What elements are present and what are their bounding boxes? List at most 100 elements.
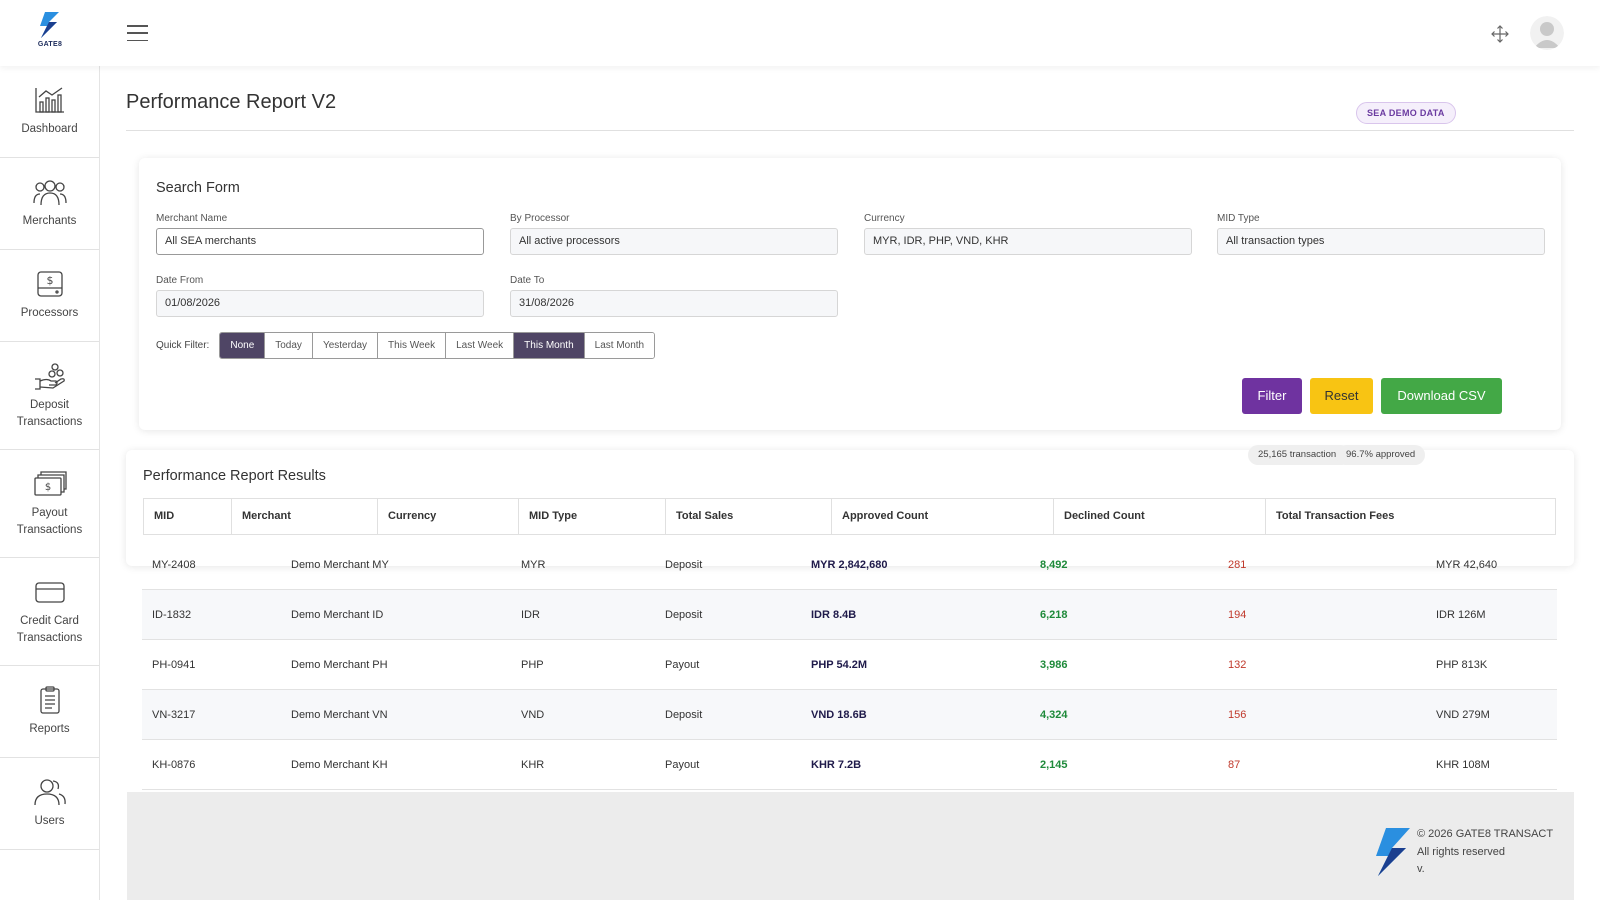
table-row[interactable]: ID-1832 Demo Merchant ID IDR Deposit IDR…	[142, 590, 1557, 640]
sidebar-item-label: Merchants	[22, 215, 77, 227]
footer-text: © 2026 GATE8 TRANSACT All rights reserve…	[1417, 826, 1553, 879]
cell-declined-count: 156	[1228, 709, 1247, 721]
sidebar-item-credit-card-transactions[interactable]: Credit Card Transactions	[0, 558, 99, 666]
gate8-logo-icon	[40, 12, 59, 38]
quick-filter-today[interactable]: Today	[265, 333, 313, 358]
quick-filter-this-week[interactable]: This Week	[378, 333, 447, 358]
cell-approved-count: 8,492	[1040, 559, 1068, 571]
table-row[interactable]: PH-0941 Demo Merchant PH PHP Payout PHP …	[142, 640, 1557, 690]
footer: © 2026 GATE8 TRANSACT All rights reserve…	[127, 792, 1574, 900]
gate8-footer-logo-icon	[1376, 828, 1410, 876]
currency-field: Currency MYR, IDR, PHP, VND, KHR	[864, 213, 1192, 255]
sidebar-item-label: Deposit Transactions	[16, 398, 83, 428]
page-title: Performance Report V2	[126, 91, 337, 113]
svg-text:$: $	[46, 274, 53, 287]
quick-filter-this-month[interactable]: This Month	[514, 333, 585, 358]
bar-chart-icon	[34, 87, 64, 113]
results-title: Performance Report Results	[143, 468, 326, 484]
column-header-mid-type[interactable]: MID Type	[519, 499, 666, 534]
cell-currency: IDR	[521, 609, 540, 621]
sidebar-item-processors[interactable]: $ Processors	[0, 250, 99, 342]
mid-type-select[interactable]: All transaction types	[1217, 228, 1545, 255]
cell-mid-type: Payout	[665, 659, 700, 671]
cell-approved-count: 3,986	[1040, 659, 1068, 671]
cell-total-fees: VND 279M	[1436, 709, 1490, 721]
column-header-total-fees[interactable]: Total Transaction Fees	[1276, 510, 1395, 522]
banknotes-icon: $	[33, 470, 67, 496]
cell-mid-type: Deposit	[665, 609, 703, 621]
table-row[interactable]: VN-3217 Demo Merchant VN VND Deposit VND…	[142, 690, 1557, 740]
filter-button[interactable]: Filter	[1242, 378, 1302, 414]
merchant-name-input[interactable]: All SEA merchants	[156, 228, 484, 255]
cell-mid: MY-2408	[152, 559, 196, 571]
cell-currency: KHR	[521, 759, 545, 771]
results-card: Performance Report Results 25,165 transa…	[126, 445, 1574, 566]
cell-approved-count: 6,218	[1040, 609, 1068, 621]
cell-merchant: Demo Merchant ID	[291, 609, 384, 621]
date-to-input[interactable]: 31/08/2026	[510, 290, 838, 317]
sidebar-item-label: Payout Transactions	[16, 506, 83, 536]
title-divider	[126, 130, 1574, 131]
quick-filter-last-month[interactable]: Last Month	[584, 333, 655, 358]
column-header-merchant[interactable]: Merchant	[232, 499, 378, 534]
svg-text:$: $	[44, 482, 50, 493]
results-table-header: MID Merchant Currency MID Type Total Sal…	[143, 498, 1556, 535]
approved-rate-pill: 96.7% approved	[1336, 445, 1426, 465]
cell-mid: ID-1832	[152, 609, 192, 621]
column-header-currency[interactable]: Currency	[378, 499, 519, 534]
search-form-title: Search Form	[156, 180, 240, 196]
column-header-total-sales[interactable]: Total Sales	[666, 499, 832, 534]
sidebar-item-label: Users	[34, 815, 65, 827]
quick-filter-yesterday[interactable]: Yesterday	[312, 333, 379, 358]
cell-mid-type: Deposit	[665, 709, 703, 721]
sidebar: Dashboard Merchants $ Processors	[0, 66, 100, 900]
users-icon	[33, 779, 66, 806]
cell-mid: PH-0941	[152, 659, 196, 671]
quick-filter-group: None Today Yesterday This Week Last Week…	[219, 332, 656, 359]
hand-coins-icon	[34, 362, 65, 390]
cell-declined-count: 132	[1228, 659, 1247, 671]
results-table-body: MY-2408 Demo Merchant MY MYR Deposit MYR…	[142, 540, 1557, 790]
date-from-input[interactable]: 01/08/2026	[156, 290, 484, 317]
download-csv-button[interactable]: Download CSV	[1381, 378, 1502, 414]
currency-label: Currency	[864, 213, 905, 224]
expand-arrows-icon[interactable]	[1490, 24, 1510, 44]
column-header-declined-count[interactable]: Declined Count	[1054, 499, 1266, 534]
table-row[interactable]: KH-0876 Demo Merchant KH KHR Payout KHR …	[142, 740, 1557, 790]
sidebar-item-label: Reports	[29, 723, 70, 735]
cell-declined-count: 194	[1228, 609, 1247, 621]
processor-select[interactable]: All active processors	[510, 228, 838, 255]
sidebar-item-reports[interactable]: Reports	[0, 666, 99, 758]
quick-filter-last-week[interactable]: Last Week	[446, 333, 515, 358]
user-avatar-icon[interactable]	[1530, 16, 1564, 50]
processor-field: By Processor All active processors	[510, 213, 838, 255]
gate8-logo[interactable]: GATE8	[30, 10, 70, 56]
cell-declined-count: 281	[1228, 559, 1247, 571]
sidebar-item-dashboard[interactable]: Dashboard	[0, 66, 99, 158]
date-from-field: Date From 01/08/2026	[156, 275, 484, 317]
cell-approved-count: 2,145	[1040, 759, 1068, 771]
quick-filter-none[interactable]: None	[220, 333, 266, 358]
sidebar-item-merchants[interactable]: Merchants	[0, 158, 99, 250]
cell-currency: VND	[521, 709, 545, 721]
sidebar-item-users[interactable]: Users	[0, 758, 99, 850]
sidebar-item-label: Credit Card Transactions	[16, 614, 83, 644]
cell-total-fees: KHR 108M	[1436, 759, 1490, 771]
sidebar-item-label: Dashboard	[21, 123, 78, 135]
sidebar-item-deposit-transactions[interactable]: Deposit Transactions	[0, 342, 99, 450]
currency-select[interactable]: MYR, IDR, PHP, VND, KHR	[864, 228, 1192, 255]
processor-label: By Processor	[510, 213, 570, 224]
logo-text: GATE8	[37, 41, 63, 48]
table-row[interactable]: MY-2408 Demo Merchant MY MYR Deposit MYR…	[142, 540, 1557, 590]
cell-total-fees: PHP 813K	[1436, 659, 1488, 671]
column-header-mid[interactable]: MID	[144, 499, 232, 534]
clipboard-icon	[39, 686, 60, 714]
column-header-approved-count[interactable]: Approved Count	[832, 499, 1054, 534]
date-to-label: Date To	[510, 275, 545, 286]
reset-button[interactable]: Reset	[1310, 378, 1373, 414]
hamburger-menu-icon[interactable]	[127, 25, 148, 41]
footer-rights: All rights reserved	[1417, 845, 1506, 858]
sidebar-item-payout-transactions[interactable]: $ Payout Transactions	[0, 450, 99, 558]
cell-total-sales: MYR 2,842,680	[811, 559, 888, 571]
cell-total-sales: KHR 7.2B	[811, 759, 862, 771]
